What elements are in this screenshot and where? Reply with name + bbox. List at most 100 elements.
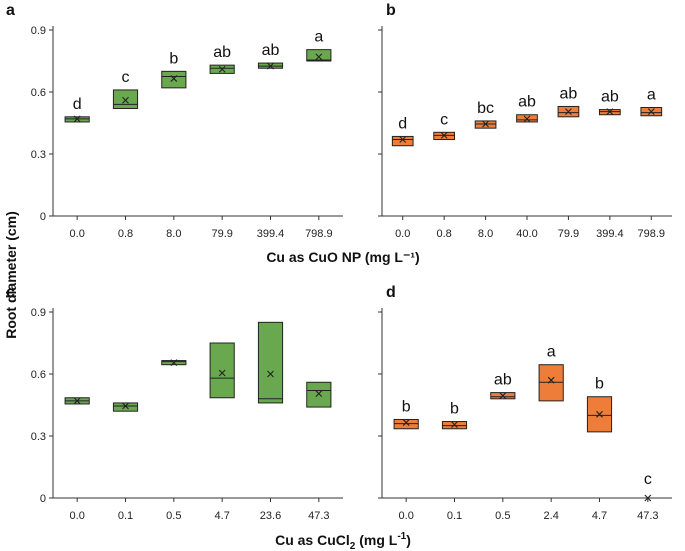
x-tick-label: 0.8 <box>118 228 133 240</box>
significance-letter: ab <box>494 372 512 389</box>
box-d-0: b <box>393 398 419 430</box>
x-tick-label: 0.5 <box>166 510 181 522</box>
x-axis-title-cucl2-prefix: Cu as CuCl <box>275 532 350 548</box>
y-tick-label: 0.6 <box>31 87 46 99</box>
significance-letter: a <box>547 344 556 361</box>
significance-letter: bc <box>477 100 494 117</box>
x-tick-label: 79.9 <box>211 228 232 240</box>
x-axis-title-cucl2-end: ) <box>406 532 411 548</box>
x-axis-title-cucl2-suffix: (mg L <box>355 532 397 548</box>
box-rect <box>209 342 235 399</box>
significance-letter: c <box>440 111 448 128</box>
box-d-5: c <box>644 471 652 502</box>
panel-a: a 0 0.3 0.6 0.9 0.0 0.8 8.0 79.9 399.4 798.9 d c b ab a… <box>6 2 343 240</box>
x-tick-label: 0.8 <box>436 228 451 240</box>
box-mean-marker <box>606 108 614 116</box>
box-mean-marker <box>170 75 178 82</box>
box-mean-marker <box>267 370 274 378</box>
significance-letter: d <box>398 115 407 132</box>
box-a-4: ab <box>257 42 284 70</box>
x-tick-label: 0.5 <box>495 510 510 522</box>
box-b-5: ab <box>599 89 621 116</box>
panel-label-b: b <box>386 2 396 19</box>
box-mean-marker <box>267 62 274 70</box>
box-a-0: d <box>64 96 90 123</box>
box-mean-marker <box>218 369 226 377</box>
box-mean-marker <box>218 65 226 73</box>
significance-letter: b <box>595 376 604 393</box>
x-tick-label: 2.4 <box>544 510 559 522</box>
x-tick-label: 40.0 <box>516 228 537 240</box>
y-tick-label: 0 <box>40 493 46 505</box>
x-tick-label: 4.7 <box>592 510 607 522</box>
significance-letter: ab <box>560 85 578 102</box>
box-a-2: b <box>161 50 187 89</box>
box-c-4 <box>257 321 284 404</box>
box-mean-marker <box>482 120 489 128</box>
x-tick-label: 399.4 <box>596 228 624 240</box>
y-tick-label: 0.9 <box>31 307 46 319</box>
significance-letter: ab <box>518 94 536 111</box>
box-b-3: ab <box>516 94 538 123</box>
box-a-3: ab <box>209 44 235 74</box>
x-tick-label: 8.0 <box>166 228 181 240</box>
significance-letter: b <box>169 50 178 67</box>
significance-letter: c <box>644 471 652 488</box>
box-d-4: b <box>586 376 613 433</box>
box-mean-marker <box>73 115 81 123</box>
significance-letter: a <box>647 87 656 104</box>
box-b-6: a <box>640 87 663 117</box>
box-c-5 <box>306 381 332 408</box>
x-tick-label: 47.3 <box>308 510 329 522</box>
box-d-1: b <box>441 401 468 430</box>
box-mean-marker <box>451 421 458 429</box>
box-a-5: a <box>306 29 332 62</box>
box-mean-marker <box>440 132 448 139</box>
significance-letter: d <box>73 96 82 113</box>
box-mean-marker <box>565 108 572 116</box>
box-c-3 <box>209 342 235 399</box>
significance-letter: ab <box>213 44 231 61</box>
box-mean-marker <box>122 402 129 410</box>
box-rect <box>161 70 187 89</box>
x-tick-label: 798.9 <box>305 228 333 240</box>
box-c-1 <box>112 402 139 412</box>
box-d-2: ab <box>490 372 516 400</box>
box-rect <box>306 49 332 62</box>
x-axis-title-cucl2: Cu as CuCl2 (mg L-1) <box>275 531 411 551</box>
box-rect <box>393 418 419 430</box>
box-rect <box>112 89 139 110</box>
panel-label-d: d <box>386 284 396 301</box>
box-mean-marker <box>122 96 129 104</box>
box-mean-marker <box>644 494 652 502</box>
panel-label-a: a <box>6 2 15 19</box>
x-tick-label: 8.0 <box>478 228 493 240</box>
x-axis-title-cucl2-sup: -1 <box>397 531 406 542</box>
x-tick-label: 399.4 <box>257 228 285 240</box>
box-rect <box>306 381 332 408</box>
y-tick-label: 0.6 <box>31 369 46 381</box>
box-mean-marker <box>170 359 178 367</box>
x-tick-label: 4.7 <box>215 510 230 522</box>
x-tick-label: 0.0 <box>399 510 414 522</box>
box-mean-marker <box>402 419 410 426</box>
box-a-1: c <box>112 69 139 110</box>
significance-letter: a <box>314 29 323 46</box>
box-mean-marker <box>499 392 507 400</box>
y-tick-label: 0 <box>40 211 46 223</box>
x-axis-title-cuo: Cu as CuO NP (mg L⁻¹) <box>266 249 419 265</box>
x-tick-label: 23.6 <box>260 510 281 522</box>
box-mean-marker <box>315 390 323 398</box>
box-c-0 <box>64 397 90 405</box>
box-b-0: d <box>391 115 414 147</box>
box-rect <box>257 321 284 404</box>
x-tick-label: 0.0 <box>395 228 410 240</box>
box-mean-marker <box>315 53 323 61</box>
y-tick-label: 0.3 <box>31 431 46 443</box>
x-tick-label: 798.9 <box>638 228 666 240</box>
box-rect <box>538 364 564 402</box>
box-b-2: bc <box>474 100 497 129</box>
box-mean-marker <box>547 376 555 384</box>
